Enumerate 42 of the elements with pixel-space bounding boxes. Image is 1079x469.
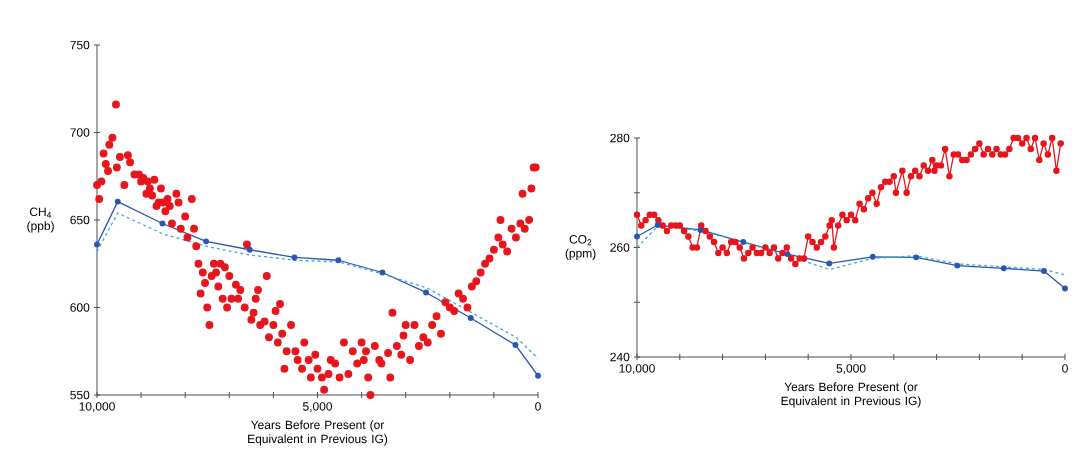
x-tick-label: 5,000	[302, 402, 333, 413]
x-tick-label: 5,000	[836, 364, 866, 375]
point	[94, 241, 100, 248]
point	[869, 253, 876, 260]
point	[954, 262, 961, 269]
y-tick-label: 240	[610, 352, 630, 362]
x-tick-label: 0	[535, 402, 541, 411]
point	[784, 251, 791, 258]
point	[913, 254, 920, 261]
point	[654, 222, 661, 228]
point	[826, 260, 833, 267]
point	[379, 269, 386, 276]
point	[1062, 285, 1068, 292]
point	[203, 238, 210, 245]
y-tick-label: 280	[610, 133, 630, 143]
point	[291, 254, 298, 261]
y-axis-title: CO$_{2}$ (ppm)	[565, 235, 596, 260]
point	[423, 289, 429, 296]
y-tick-label: 750	[70, 40, 90, 50]
point	[114, 198, 121, 205]
y-tick-label: 600	[70, 303, 90, 312]
x-tick-label: 10,000	[79, 402, 115, 413]
point	[335, 257, 342, 264]
x-axis-title: Years Before Present (or Equivalent in Previous IG)	[781, 382, 921, 408]
point	[246, 246, 253, 253]
point	[159, 220, 166, 227]
point	[634, 233, 640, 240]
point	[1000, 265, 1007, 272]
point	[512, 342, 519, 348]
point	[535, 372, 541, 379]
point	[697, 227, 704, 233]
point	[467, 315, 474, 321]
y-axis-title: CH$_{4}$ (ppb)	[27, 207, 54, 233]
x-tick-label: 0	[1062, 364, 1068, 373]
y-tick-label: 700	[70, 128, 90, 137]
y-tick-label: 260	[610, 243, 630, 252]
point	[1041, 268, 1047, 274]
x-axis-title: Years Before Present (or Equivalent in Previous IG)	[248, 420, 388, 446]
y-tick-label: 650	[70, 215, 90, 225]
point	[740, 239, 747, 245]
y-tick-label: 550	[70, 390, 90, 400]
x-tick-label: 10,000	[619, 364, 655, 375]
